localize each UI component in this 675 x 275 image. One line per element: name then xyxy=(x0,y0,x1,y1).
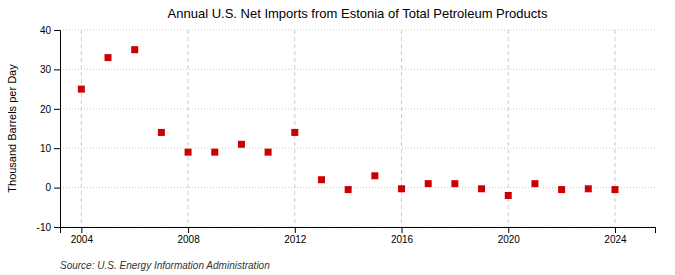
y-axis-tick-label: 0 xyxy=(45,182,51,193)
point xyxy=(371,172,378,179)
y-grid-line xyxy=(60,108,655,109)
x-grid-line xyxy=(401,30,402,227)
x-grid-line xyxy=(614,30,615,227)
y-axis-tick-label: 20 xyxy=(40,104,52,115)
point xyxy=(531,180,538,187)
x-axis-tick-mark xyxy=(508,227,509,233)
x-axis-tick-label: 2024 xyxy=(604,234,627,245)
y-axis-tick-mark xyxy=(54,188,60,189)
point xyxy=(451,180,458,187)
x-axis-tick-label: 2012 xyxy=(284,234,307,245)
plot-area xyxy=(78,46,619,199)
y-grid-line xyxy=(60,148,655,149)
chart: 2004 2008 2012 2016 2020 2024 -10 0 10 20 30 40 Annu… xyxy=(0,0,675,275)
x-axis-tick: 2004 xyxy=(71,227,94,245)
title: Annual U.S. Net Imports from Estonia of … xyxy=(168,6,548,21)
y-axis-tick-label: -10 xyxy=(37,222,52,233)
grid xyxy=(60,30,655,227)
x-axis-tick-mark xyxy=(402,227,403,233)
x-axis-tick-label: 2008 xyxy=(177,234,200,245)
x-axis-tick-label: 2004 xyxy=(71,234,94,245)
point xyxy=(158,129,165,136)
x-axis-tick: 2012 xyxy=(284,227,307,245)
x-axis-tick: 2016 xyxy=(391,227,414,245)
y-axis-domain xyxy=(54,31,61,228)
y-grid-line xyxy=(60,187,655,188)
x-axis-tick-mark xyxy=(81,227,82,233)
point xyxy=(318,176,325,183)
point xyxy=(585,185,592,192)
x-axis-tick: 2024 xyxy=(604,227,627,245)
point xyxy=(558,186,565,193)
y-axis-label: Thousand Barrels per Day xyxy=(6,64,18,193)
point xyxy=(105,54,112,61)
point xyxy=(265,149,272,156)
x-axis-tick-label: 2016 xyxy=(391,234,414,245)
point xyxy=(291,129,298,136)
point xyxy=(345,186,352,193)
x-axis-tick: 2008 xyxy=(177,227,200,245)
y-axis-tick: -10 xyxy=(37,222,60,233)
point xyxy=(505,192,512,199)
y-axis-tick-label: 40 xyxy=(40,25,52,36)
point xyxy=(211,149,218,156)
y-axis-tick-mark xyxy=(54,227,60,228)
point xyxy=(238,141,245,148)
y-axis-tick-label: 30 xyxy=(40,64,52,75)
x-axis-tick-mark xyxy=(615,227,616,233)
x-axis-tick: 2020 xyxy=(498,227,521,245)
point xyxy=(611,186,618,193)
y-axis-tick: 10 xyxy=(40,143,60,154)
y-axis-tick-mark xyxy=(54,69,60,70)
point xyxy=(131,46,138,53)
y-grid-line xyxy=(60,69,655,70)
y-grid-line xyxy=(60,30,655,31)
y-axis-tick-label: 10 xyxy=(40,143,52,154)
y-axis-tick-mark xyxy=(54,109,60,110)
annotation: Source: U.S. Energy Information Administ… xyxy=(60,260,270,271)
x-axis-tick-mark xyxy=(188,227,189,233)
point xyxy=(185,149,192,156)
point xyxy=(398,185,405,192)
point xyxy=(425,180,432,187)
x-grid-line xyxy=(188,30,189,227)
x-axis: 2004 2008 2012 2016 2020 2024 xyxy=(61,227,656,245)
x-axis-domain xyxy=(61,228,656,234)
y-axis-tick: 40 xyxy=(40,25,60,36)
point xyxy=(78,86,85,93)
y-axis-tick: 0 xyxy=(45,182,60,193)
y-axis-tick: 20 xyxy=(40,104,60,115)
y-axis-tick-mark xyxy=(54,148,60,149)
point xyxy=(478,185,485,192)
y-axis-tick-mark xyxy=(54,30,60,31)
x-axis-tick-mark xyxy=(295,227,296,233)
x-grid-line xyxy=(81,30,82,227)
x-axis-tick-label: 2020 xyxy=(498,234,521,245)
y-axis-tick: 30 xyxy=(40,64,60,75)
y-axis: -10 0 10 20 30 40 xyxy=(37,25,61,233)
x-grid-line xyxy=(294,30,295,227)
